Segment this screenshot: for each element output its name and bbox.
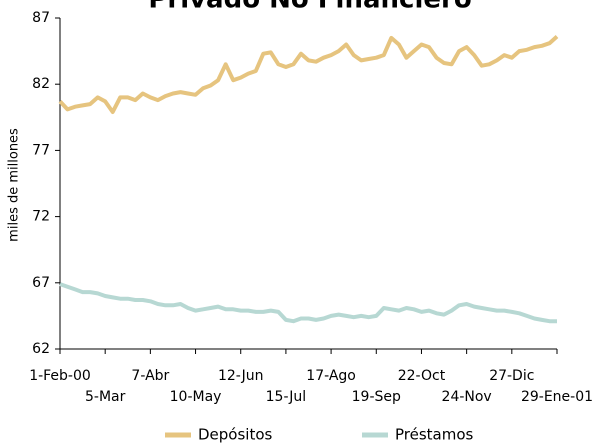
y-tick-label: 72 (32, 209, 50, 225)
x-tick-label: 27-Dic (489, 368, 534, 384)
x-tick-label: 22-Oct (398, 368, 446, 384)
x-tick-label: 19-Sep (352, 389, 401, 405)
x-tick-label: 15-Jul (266, 389, 307, 405)
legend-label: Depósitos (198, 426, 273, 444)
y-tick-label: 62 (32, 341, 50, 357)
x-tick-label: 29-Ene-01 (521, 389, 593, 405)
x-tick-label: 17-Ago (306, 368, 356, 384)
y-tick-label: 87 (32, 10, 50, 26)
data-line (59, 282, 557, 324)
y-tick-label: 82 (32, 76, 50, 92)
x-tick-label: 1-Feb-00 (29, 368, 91, 384)
y-tick-label: 77 (32, 142, 50, 158)
chart-title: Privado No Financiero (148, 0, 471, 15)
x-tick-label: 12-Jun (218, 368, 264, 384)
x-tick-label: 7-Abr (131, 368, 169, 384)
x-tick-label: 10-May (170, 389, 222, 405)
x-tick-label: 24-Nov (442, 389, 492, 405)
y-axis-label: miles de millones (7, 128, 22, 242)
y-tick-label: 67 (32, 275, 50, 291)
data-line (58, 35, 559, 114)
x-tick-label: 5-Mar (85, 389, 126, 405)
legend-label: Préstamos (395, 426, 474, 444)
